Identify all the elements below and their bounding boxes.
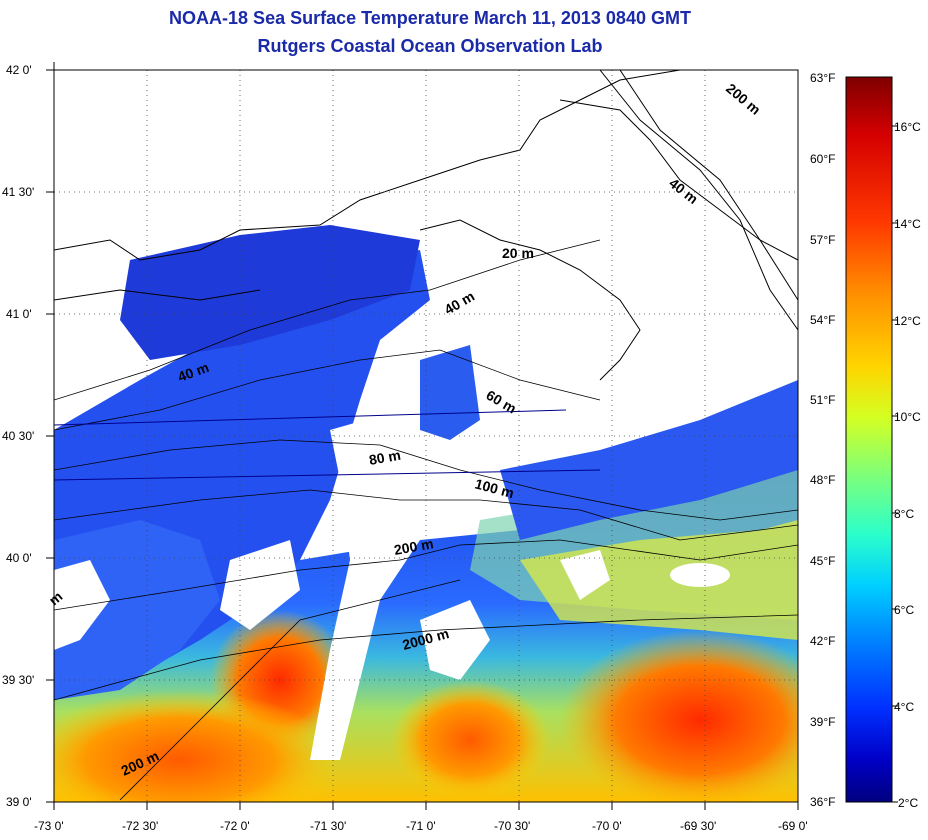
fahrenheit-label: 42°F xyxy=(810,634,835,648)
celsius-label: 16°C xyxy=(894,120,921,134)
fahrenheit-label: 54°F xyxy=(810,313,835,327)
longitude-axis: -73 0' -72 30' -72 0' -71 30' -71 0' -70… xyxy=(34,819,808,833)
lat-tick-label: 41 30' xyxy=(2,185,34,199)
lon-tick-label: -71 30' xyxy=(310,819,346,833)
lat-tick-label: 41 0' xyxy=(6,307,32,321)
fahrenheit-label: 39°F xyxy=(810,715,835,729)
lon-tick-label: -70 0' xyxy=(592,819,622,833)
celsius-label: 10°C xyxy=(894,410,921,424)
graticule xyxy=(54,70,798,802)
fahrenheit-label: 48°F xyxy=(810,473,835,487)
celsius-label: 6°C xyxy=(894,603,914,617)
lat-tick-label: 40 0' xyxy=(6,551,32,565)
lon-tick-label: -72 30' xyxy=(122,819,158,833)
colorbar xyxy=(845,76,893,803)
lon-tick-label: -73 0' xyxy=(34,819,64,833)
fahrenheit-label: 60°F xyxy=(810,152,835,166)
coastline xyxy=(54,70,798,381)
lat-tick-label: 42 0' xyxy=(6,63,32,77)
lon-tick-label: -69 0' xyxy=(778,819,808,833)
lon-tick-label: -72 0' xyxy=(220,819,250,833)
fahrenheit-scale: 63°F 60°F 57°F 54°F 51°F 48°F 45°F 42°F … xyxy=(810,71,835,809)
axis-ticks xyxy=(46,62,799,810)
lon-tick-label: -71 0' xyxy=(406,819,436,833)
lat-tick-label: 39 0' xyxy=(6,795,32,809)
contour-label: 80 m xyxy=(368,447,402,468)
celsius-label: 14°C xyxy=(894,217,921,231)
celsius-label: 2°C xyxy=(898,796,918,810)
fahrenheit-label: 36°F xyxy=(810,795,835,809)
lon-tick-label: -69 30' xyxy=(680,819,716,833)
fahrenheit-label: 57°F xyxy=(810,233,835,247)
fahrenheit-label: 45°F xyxy=(810,554,835,568)
colorbar-ticks xyxy=(892,125,898,803)
map-title: NOAA-18 Sea Surface Temperature March 11… xyxy=(169,8,691,28)
celsius-label: 8°C xyxy=(894,507,914,521)
bathymetry-contours xyxy=(54,239,798,801)
contour-label: 200 m xyxy=(393,535,435,558)
celsius-label: 12°C xyxy=(894,314,921,328)
lat-tick-label: 39 30' xyxy=(2,673,34,687)
latitude-axis: 42 0' 41 30' 41 0' 40 30' 40 0' 39 30' 3… xyxy=(2,63,34,809)
fahrenheit-label: 63°F xyxy=(810,71,835,85)
lon-tick-label: -70 30' xyxy=(494,819,530,833)
lat-tick-label: 40 30' xyxy=(2,429,34,443)
celsius-label: 4°C xyxy=(894,700,914,714)
celsius-scale: 16°C 14°C 12°C 10°C 8°C 6°C 4°C 2°C xyxy=(894,120,921,810)
fahrenheit-label: 51°F xyxy=(810,393,835,407)
contour-label: 20 m xyxy=(502,245,534,261)
map-subtitle: Rutgers Coastal Ocean Observation Lab xyxy=(257,36,603,56)
